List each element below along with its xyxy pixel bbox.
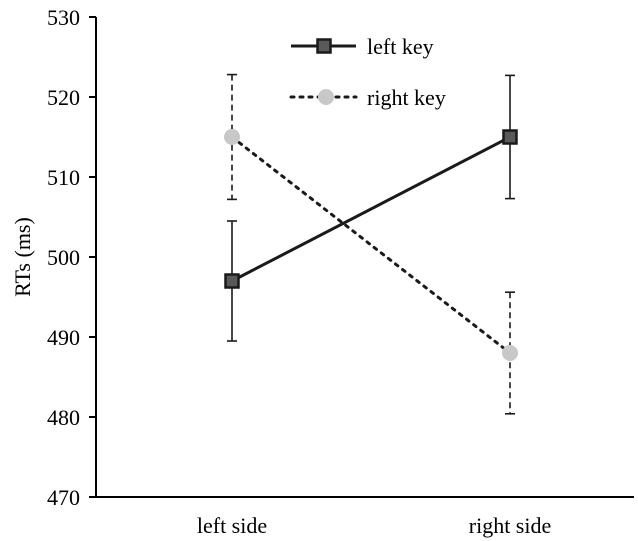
legend: left key right key <box>289 34 446 110</box>
x-category-label: right side <box>469 513 552 538</box>
series-line <box>231 135 511 283</box>
y-tick-label: 530 <box>47 5 80 30</box>
data-point-marker <box>224 273 240 289</box>
series-line <box>230 135 512 355</box>
series <box>224 73 518 415</box>
data-point-marker <box>502 345 518 361</box>
data-point-marker <box>502 129 518 145</box>
series-left-key <box>224 74 518 342</box>
axes: RTs (ms) <box>10 17 634 498</box>
legend-label: left key <box>367 34 434 59</box>
legend-entry-left-key: left key <box>291 34 434 59</box>
y-tick-label: 510 <box>47 165 80 190</box>
x-categories: left side right side <box>197 513 551 538</box>
y-axis-title: RTs (ms) <box>10 217 35 297</box>
y-tick-label: 520 <box>47 85 80 110</box>
data-point-marker <box>224 129 240 145</box>
legend-marker-swatch <box>318 89 334 105</box>
y-tick-label: 500 <box>47 245 80 270</box>
legend-marker-swatch <box>316 38 332 54</box>
y-ticks: 470 480 490 500 510 520 530 <box>47 5 96 510</box>
series-right-key <box>224 73 518 415</box>
x-category-label: left side <box>197 513 267 538</box>
y-tick-label: 480 <box>47 405 80 430</box>
y-tick-label: 490 <box>47 325 80 350</box>
y-tick-label: 470 <box>47 485 80 510</box>
legend-label: right key <box>367 85 446 110</box>
legend-entry-right-key: right key <box>289 85 446 110</box>
